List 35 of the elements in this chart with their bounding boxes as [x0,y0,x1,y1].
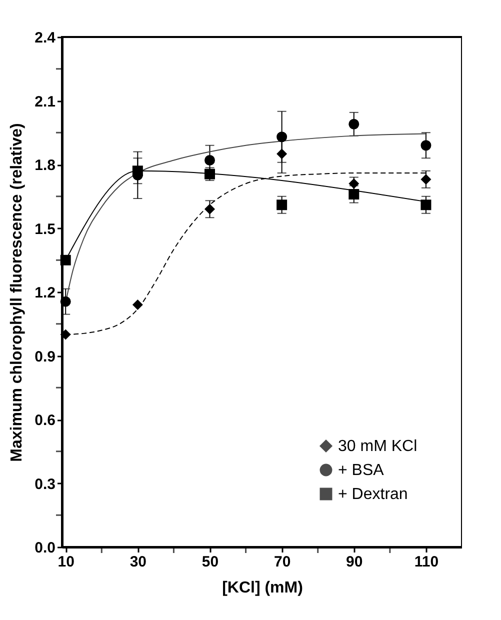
point [420,200,432,210]
x-tick-label: 70 [274,554,291,570]
legend-label: + Dextran [338,486,408,503]
point [276,132,288,142]
legend-label: + BSA [338,462,384,479]
point [420,140,432,151]
point [276,148,288,160]
y-tick-label: 0.9 [34,348,56,366]
point [132,166,143,176]
y-tick-label: 1.8 [34,157,56,174]
point [204,204,215,214]
y-axis-title: Maximum chlorophyll fluorescence (relative) [8,123,26,462]
point [60,329,71,340]
point [348,118,360,130]
point [204,155,215,166]
x-axis-title: [KCl] (mM) [222,580,303,596]
point [276,200,288,210]
y-tick-label: 2.1 [34,93,56,110]
point [420,174,432,185]
x-tick-label: 10 [58,554,74,570]
point [348,189,360,200]
y-tick-label: 0.6 [34,412,56,429]
y-tick-label: 2.4 [34,30,56,46]
point [60,254,71,266]
point [132,300,143,310]
point [60,296,71,307]
legend-label: 30 mM KCl [338,438,418,455]
y-tick-label: 1.2 [34,284,56,302]
x-tick-label: 90 [346,554,363,570]
x-tick-label: 30 [130,554,147,570]
y-tick-label: 0.0 [34,540,56,556]
x-tick-label: 50 [202,554,219,570]
x-tick-label: 110 [414,554,439,570]
y-tick-label: 0.3 [34,476,56,493]
y-tick-label: 1.5 [34,220,56,238]
